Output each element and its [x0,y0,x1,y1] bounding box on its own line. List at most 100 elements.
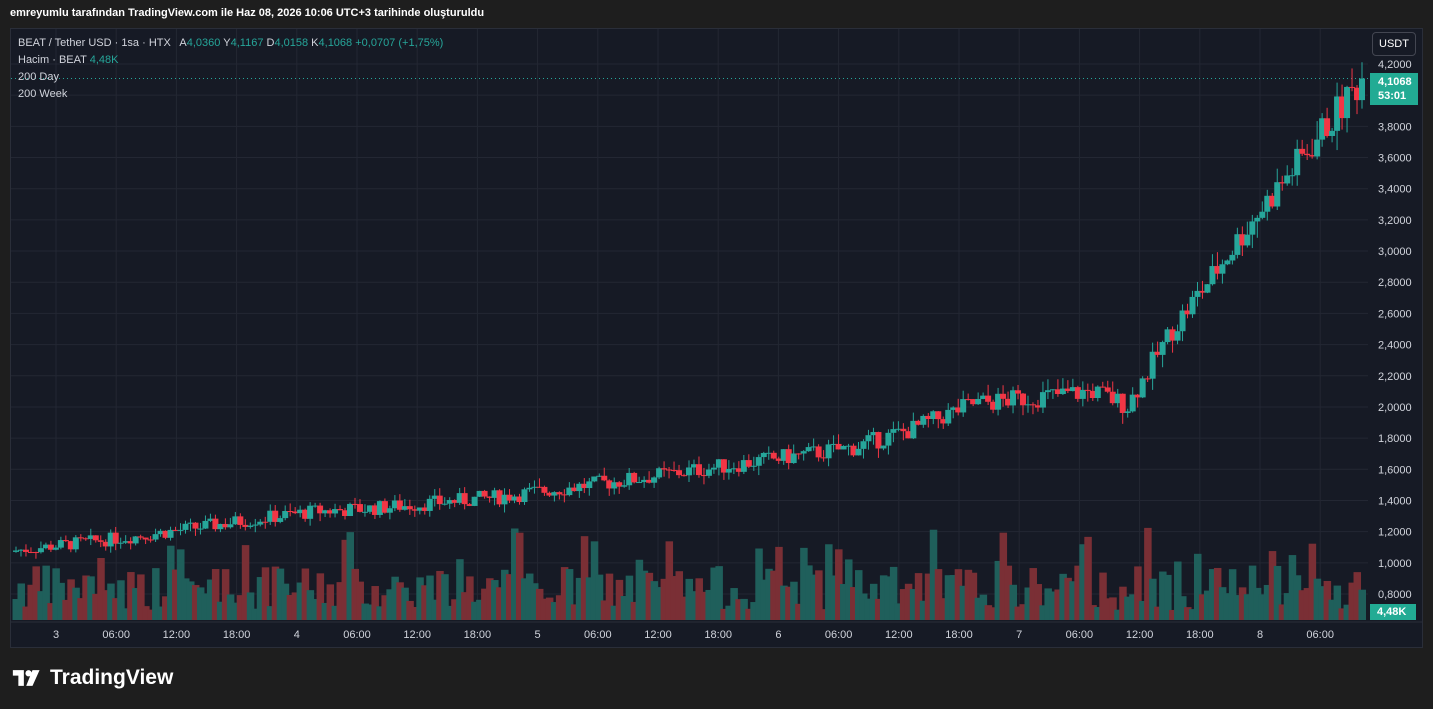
volume-bar [72,587,80,620]
volume-bar [246,592,255,620]
symbol-label[interactable]: BEAT / Tether USD · 1sa · HTX [18,37,171,49]
volume-bar [964,569,973,620]
volume-bar [301,568,310,620]
candle-body [396,500,403,510]
candle-body [227,524,234,528]
volume-bar [1228,569,1237,620]
candle-body [1304,153,1311,156]
candle-body [476,490,483,497]
volume-value: 4,48K [89,54,119,66]
candle-body [601,475,608,481]
volume-bar [1233,595,1242,620]
volume-bar [132,588,140,620]
candle-body [152,534,159,540]
candle-body [82,538,89,540]
candle-body [631,472,638,483]
volume-bar [1129,594,1137,620]
bar-countdown: 53:01 [1378,90,1407,102]
candle-body [177,529,184,531]
volume-bar [142,606,150,620]
volume-bar [864,598,873,620]
volume-bar [710,567,718,620]
candle-body [297,509,304,514]
volume-bar [800,547,808,620]
candle-body [1244,234,1251,246]
y-tick-label: 3,6000 [1378,153,1412,165]
volume-row[interactable]: Hacim · BEAT 4,48K [18,52,443,69]
chart-panel[interactable] [10,28,1423,648]
candle-body [446,500,453,504]
candle-body [1224,260,1231,265]
volume-bar [805,565,813,620]
candle-body [820,457,827,459]
volume-bar [1159,571,1167,620]
candle-body [591,476,598,482]
volume-bar [1348,582,1357,620]
volume-bar [376,606,384,620]
volume-bar [266,606,275,620]
volume-bar [1054,589,1062,620]
volume-bar [994,560,1003,620]
candle-body [1099,386,1106,388]
tradingview-logo[interactable]: TradingView [12,666,173,690]
volume-bar [790,581,798,620]
candle-body [147,539,154,541]
ma-200-day-label[interactable]: 200 Day [18,71,59,83]
volume-bar [1049,591,1057,620]
candle-body [970,399,977,405]
volume-bar [760,579,768,620]
volume-bar [506,574,514,620]
candle-body [666,469,673,471]
volume-bar [1114,609,1122,620]
x-tick-label: 12:00 [403,629,431,641]
volume-bar [909,589,918,620]
candle-body [975,398,982,405]
volume-bar [256,577,265,620]
volume-bar [825,544,833,620]
volume-bar [979,594,988,620]
candle-body [27,551,34,553]
candle-body [750,465,757,467]
candle-body [1010,390,1017,406]
currency-button[interactable]: USDT [1372,32,1416,56]
candle-body [1249,221,1256,235]
candle-body [426,498,433,511]
volume-bar [854,570,863,620]
volume-bar [391,576,399,620]
volume-bar [1283,593,1292,620]
volume-bar [97,557,105,620]
volume-bar [1243,594,1252,620]
volume-bar [1124,596,1132,620]
volume-bar [1333,585,1342,620]
y-tick-label: 4,2000 [1378,59,1412,71]
volume-bar [954,569,963,620]
volume-bar [107,583,115,620]
candle-body [142,537,149,540]
volume-bar [725,605,733,620]
candle-body [436,495,443,505]
volume-bar [12,599,20,620]
ma-200-week-label[interactable]: 200 Week [18,88,68,100]
volume-bar [560,567,569,620]
open-value: 4,0360 [186,37,221,49]
volume-bar [147,609,155,620]
volume-bar [52,568,60,620]
x-tick-label: 18:00 [223,629,251,641]
volume-bar [630,601,639,620]
volume-bar [1044,588,1052,620]
candle-body [1269,195,1276,207]
candle-body [556,492,563,495]
close-label: K [311,37,319,49]
volume-bar [1353,572,1362,620]
candle-body [391,500,398,509]
volume-bar [361,603,369,620]
x-tick-label: 12:00 [163,629,191,641]
volume-bar [1164,574,1172,620]
chart-attribution: emreyumlu tarafından TradingView.com ile… [10,7,485,19]
candle-body [1259,211,1266,218]
candle-body [955,407,962,413]
volume-bar [137,574,145,620]
candle-body [1289,175,1296,177]
candle-body [1005,398,1012,406]
